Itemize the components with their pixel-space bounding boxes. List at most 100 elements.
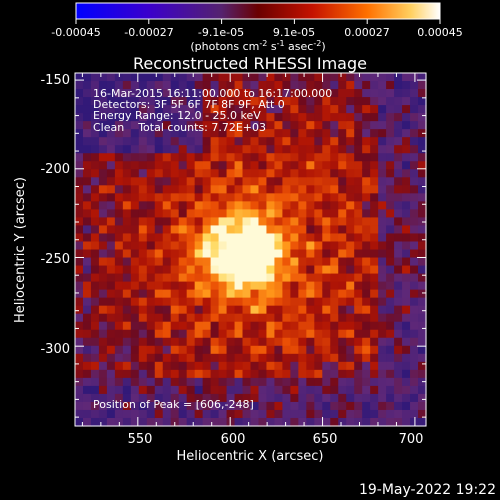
heatmap-pixel [114, 73, 124, 82]
heatmap-pixel [154, 401, 164, 411]
heatmap-pixel [234, 121, 244, 130]
heatmap-pixel [178, 249, 188, 259]
heatmap-pixel [226, 153, 236, 162]
heatmap-pixel [75, 409, 84, 419]
heatmap-pixel [98, 121, 108, 130]
heatmap-pixel [90, 201, 100, 210]
heatmap-pixel [178, 97, 188, 106]
heatmap-pixel [338, 305, 347, 315]
heatmap-pixel [234, 345, 244, 355]
heatmap-pixel [178, 305, 188, 315]
heatmap-pixel [162, 281, 172, 291]
heatmap-pixel [290, 401, 299, 411]
heatmap-pixel [210, 169, 220, 178]
heatmap-pixel [170, 297, 180, 307]
heatmap-pixel [82, 73, 92, 82]
heatmap-pixel [322, 345, 331, 355]
heatmap-pixel [75, 241, 84, 251]
heatmap-pixel [282, 161, 291, 170]
heatmap-pixel [218, 241, 228, 251]
heatmap-pixel [234, 145, 244, 154]
heatmap-pixel [410, 329, 419, 339]
heatmap-pixel [162, 297, 172, 307]
heatmap-pixel [378, 313, 387, 323]
heatmap-pixel [186, 209, 196, 219]
heatmap-pixel [170, 233, 180, 243]
heatmap-pixel [370, 121, 379, 130]
heatmap-pixel [98, 129, 108, 138]
heatmap-pixel [218, 97, 228, 106]
heatmap-pixel [202, 81, 212, 90]
heatmap-pixel [98, 401, 108, 411]
heatmap-pixel [250, 257, 260, 267]
heatmap-pixel [266, 73, 276, 82]
heatmap-pixel [98, 281, 108, 291]
heatmap-pixel [330, 73, 339, 82]
heatmap-pixel [234, 185, 244, 194]
heatmap-pixel [322, 337, 331, 347]
heatmap-pixel [298, 369, 307, 379]
heatmap-pixel [114, 289, 124, 299]
heatmap-pixel [330, 97, 339, 106]
heatmap-pixel [274, 209, 284, 219]
heatmap-pixel [282, 409, 291, 419]
heatmap-pixel [370, 393, 379, 403]
heatmap-pixel [154, 89, 164, 98]
colorbar-tick-labels: -0.00045 -0.00027 -9.1e-05 9.1e-05 0.000… [51, 26, 462, 39]
heatmap-pixel [178, 377, 188, 387]
heatmap-pixel [122, 265, 132, 275]
heatmap-pixel [90, 321, 100, 331]
heatmap-pixel [394, 257, 403, 267]
heatmap-pixel [282, 209, 291, 219]
heatmap-pixel [138, 265, 148, 275]
heatmap-pixel [98, 345, 108, 355]
heatmap-pixel [330, 113, 339, 122]
heatmap-pixel [306, 297, 315, 307]
heatmap-pixel [226, 113, 236, 122]
heatmap-pixel [258, 281, 268, 291]
heatmap-pixel [202, 105, 212, 114]
heatmap-pixel [298, 241, 307, 251]
heatmap-pixel [146, 361, 156, 371]
heatmap-pixel [178, 241, 188, 251]
heatmap-pixel [282, 225, 291, 235]
heatmap-pixel [218, 353, 228, 363]
heatmap-pixel [210, 177, 220, 186]
heatmap-pixel [186, 169, 196, 178]
heatmap-pixel [146, 161, 156, 170]
heatmap-pixel [178, 121, 188, 130]
heatmap-pixel [178, 337, 188, 347]
heatmap-pixel [322, 385, 331, 395]
heatmap-pixel [98, 321, 108, 331]
heatmap-pixel [82, 137, 92, 146]
heatmap-pixel [98, 209, 108, 219]
heatmap-pixel [162, 345, 172, 355]
heatmap-pixel [106, 153, 116, 162]
heatmap-pixel [338, 233, 347, 243]
heatmap-pixel [130, 105, 140, 114]
axis-ticks [75, 73, 426, 426]
heatmap-pixel [82, 385, 92, 395]
heatmap-pixel [130, 265, 140, 275]
heatmap-pixel [402, 257, 411, 267]
heatmap-pixel [250, 113, 260, 122]
heatmap-pixel [330, 281, 339, 291]
heatmap-pixel [138, 161, 148, 170]
heatmap-pixel [75, 209, 84, 219]
heatmap-pixel [314, 145, 323, 154]
heatmap-pixel [322, 113, 331, 122]
heatmap-pixel [154, 121, 164, 130]
heatmap-pixel [90, 313, 100, 323]
heatmap-pixel [394, 193, 403, 202]
heatmap-pixel [226, 217, 236, 227]
heatmap-pixel [82, 329, 92, 339]
heatmap-pixel [410, 337, 419, 347]
heatmap-pixel [338, 185, 347, 194]
heatmap-pixel [258, 161, 268, 170]
heatmap-pixel [282, 129, 291, 138]
heatmap-pixel [114, 177, 124, 186]
heatmap-pixel [242, 289, 252, 299]
heatmap-pixel [298, 129, 307, 138]
heatmap-pixel [370, 217, 379, 227]
heatmap-pixel [146, 89, 156, 98]
